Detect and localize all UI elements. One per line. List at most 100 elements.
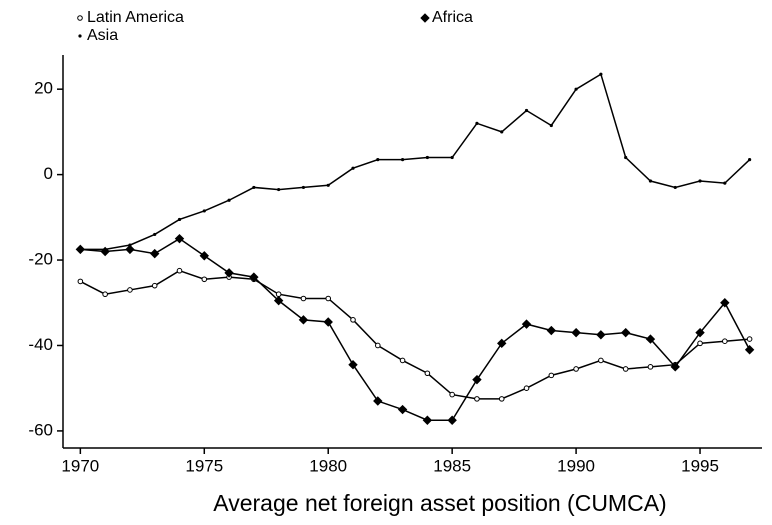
data-point xyxy=(698,179,702,183)
data-point xyxy=(746,336,753,342)
data-point xyxy=(720,298,730,308)
legend-marker xyxy=(78,34,82,38)
data-point xyxy=(399,357,406,364)
data-point xyxy=(224,268,234,278)
data-point xyxy=(326,183,330,187)
x-tick-label: 1990 xyxy=(557,456,595,475)
data-point xyxy=(127,287,133,293)
data-point xyxy=(199,251,209,261)
legend-marker xyxy=(77,15,83,21)
data-point xyxy=(300,295,307,302)
legend-label: Asia xyxy=(87,27,118,44)
data-point xyxy=(100,246,110,257)
data-point xyxy=(447,415,457,425)
data-point xyxy=(424,370,431,377)
data-point xyxy=(301,185,306,190)
data-point xyxy=(523,385,530,391)
data-point xyxy=(648,179,653,183)
data-point xyxy=(177,217,182,222)
y-tick-label: -40 xyxy=(28,335,53,354)
x-tick-label: 1970 xyxy=(61,456,99,475)
data-point xyxy=(673,185,677,190)
data-point xyxy=(574,87,578,91)
data-point xyxy=(151,282,158,289)
data-point xyxy=(323,317,333,327)
x-tick-label: 1980 xyxy=(309,456,347,475)
x-tick-label: 1995 xyxy=(681,456,719,475)
data-point xyxy=(748,158,752,162)
data-point xyxy=(249,272,259,282)
legend-label: Latin America xyxy=(87,9,184,26)
data-point xyxy=(351,166,355,170)
series-line xyxy=(80,237,751,421)
data-point xyxy=(498,396,505,402)
series-line xyxy=(80,269,750,400)
data-point xyxy=(325,295,332,302)
data-point xyxy=(475,121,479,125)
data-point xyxy=(153,232,157,237)
series-line xyxy=(80,73,751,251)
data-point xyxy=(670,362,680,372)
data-point xyxy=(425,155,429,160)
data-point xyxy=(298,315,309,325)
data-point xyxy=(500,130,504,134)
data-point xyxy=(722,338,728,345)
data-point xyxy=(697,340,703,347)
data-point xyxy=(647,364,654,370)
data-point xyxy=(227,198,231,202)
data-point xyxy=(622,366,629,372)
data-point xyxy=(422,415,433,425)
data-point xyxy=(350,317,356,323)
data-point xyxy=(273,295,284,306)
data-point xyxy=(449,391,455,398)
x-axis-label: Average net foreign asset position (CUMC… xyxy=(213,490,666,516)
x-tick-label: 1985 xyxy=(433,456,471,475)
data-point xyxy=(472,374,482,385)
data-point xyxy=(571,327,581,338)
data-point xyxy=(400,158,405,162)
data-point xyxy=(376,158,380,162)
data-point xyxy=(102,291,108,298)
data-point xyxy=(252,185,256,190)
data-point xyxy=(174,233,185,244)
data-point xyxy=(599,72,603,76)
data-point xyxy=(450,155,454,160)
legend-marker xyxy=(420,13,430,23)
data-point xyxy=(176,267,183,274)
data-point xyxy=(150,248,160,259)
data-point xyxy=(275,291,282,298)
data-point xyxy=(474,396,480,402)
data-point xyxy=(624,155,628,160)
data-point xyxy=(744,345,755,355)
y-tick-label: -20 xyxy=(28,250,53,269)
data-point xyxy=(549,123,553,128)
y-tick-label: -60 xyxy=(28,420,53,439)
x-tick-label: 1975 xyxy=(185,456,223,475)
legend-label: Africa xyxy=(432,9,473,26)
data-point xyxy=(348,359,358,370)
data-point xyxy=(201,276,208,283)
data-point xyxy=(695,327,705,338)
y-tick-label: 20 xyxy=(34,79,53,98)
data-point xyxy=(645,334,656,344)
data-point xyxy=(373,396,383,406)
data-point xyxy=(598,357,604,364)
data-point xyxy=(596,330,606,340)
data-point xyxy=(524,108,529,113)
data-point xyxy=(75,244,86,255)
data-point xyxy=(548,372,555,379)
data-point xyxy=(202,209,206,213)
y-tick-label: 0 xyxy=(44,164,53,183)
data-point xyxy=(125,244,135,255)
data-point xyxy=(397,404,408,415)
data-point xyxy=(573,366,579,372)
data-point xyxy=(521,319,532,329)
data-point xyxy=(723,181,727,185)
data-point xyxy=(277,187,281,192)
data-point xyxy=(497,338,507,349)
data-point xyxy=(77,278,84,285)
data-point xyxy=(546,325,557,336)
data-point xyxy=(620,327,631,338)
data-point xyxy=(374,342,381,349)
